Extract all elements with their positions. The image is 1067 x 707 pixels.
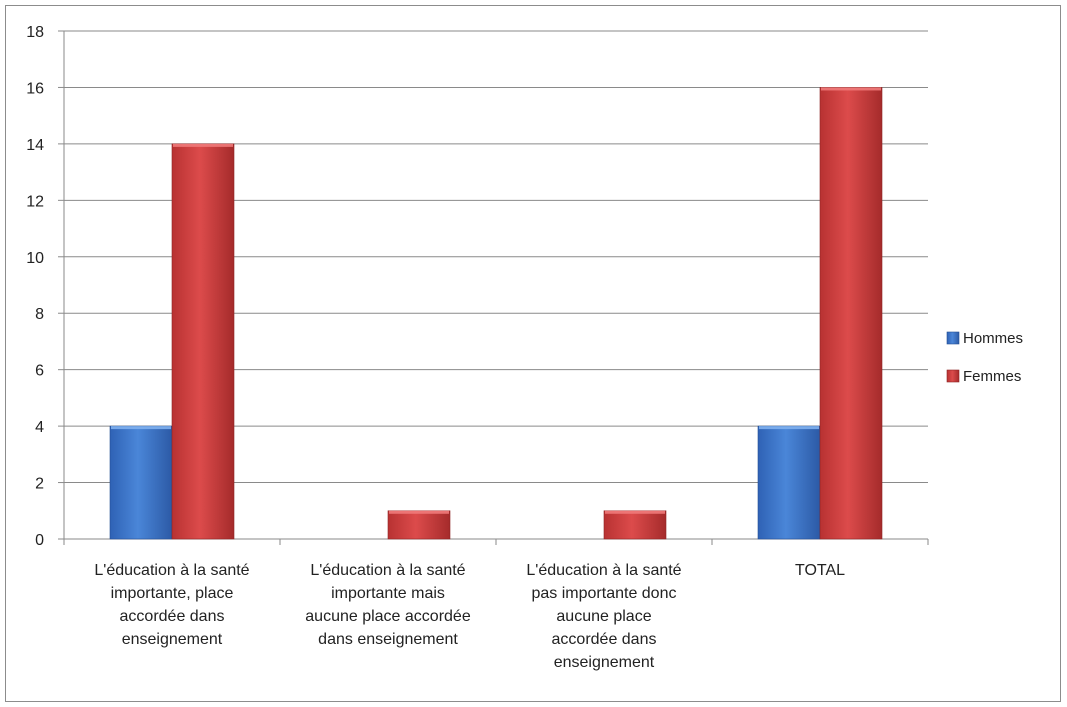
- bar-femmes: [603, 510, 667, 540]
- y-tick-label: 10: [26, 250, 44, 267]
- bar-hommes: [757, 425, 821, 540]
- bar-femmes: [819, 87, 883, 540]
- bar-hommes: [109, 425, 173, 540]
- x-axis-labels: L'éducation à la santé importante, place a…: [94, 562, 845, 671]
- x-category-label: TOTAL: [795, 562, 845, 579]
- y-tick-label: 6: [35, 363, 44, 380]
- bar-femmes: [171, 143, 235, 540]
- bars: [109, 87, 883, 540]
- legend-item-femmes: Femmes: [946, 368, 1021, 385]
- y-axis-ticks: 0 2 4 6 8 10 12 14 16 18: [26, 24, 64, 549]
- y-tick-label: 8: [35, 306, 44, 323]
- bar-femmes: [387, 510, 451, 540]
- x-category-label: L'éducation à la santé importante, place a…: [94, 562, 249, 648]
- y-tick-label: 18: [26, 24, 44, 41]
- x-category-label: L'éducation à la santé importante mais auc…: [305, 562, 471, 648]
- y-tick-label: 4: [35, 419, 44, 436]
- x-category-label: L'éducation à la santé pas importante don…: [526, 562, 681, 671]
- legend-swatch: [946, 331, 960, 345]
- legend-swatch: [946, 369, 960, 383]
- y-tick-label: 16: [26, 80, 44, 97]
- y-tick-label: 2: [35, 476, 44, 493]
- legend-label: Hommes: [963, 330, 1023, 347]
- y-tick-label: 12: [26, 193, 44, 210]
- legend: Hommes Femmes: [946, 330, 1023, 385]
- legend-item-hommes: Hommes: [946, 330, 1023, 347]
- legend-label: Femmes: [963, 368, 1021, 385]
- y-tick-label: 14: [26, 137, 44, 154]
- y-tick-label: 0: [35, 532, 44, 549]
